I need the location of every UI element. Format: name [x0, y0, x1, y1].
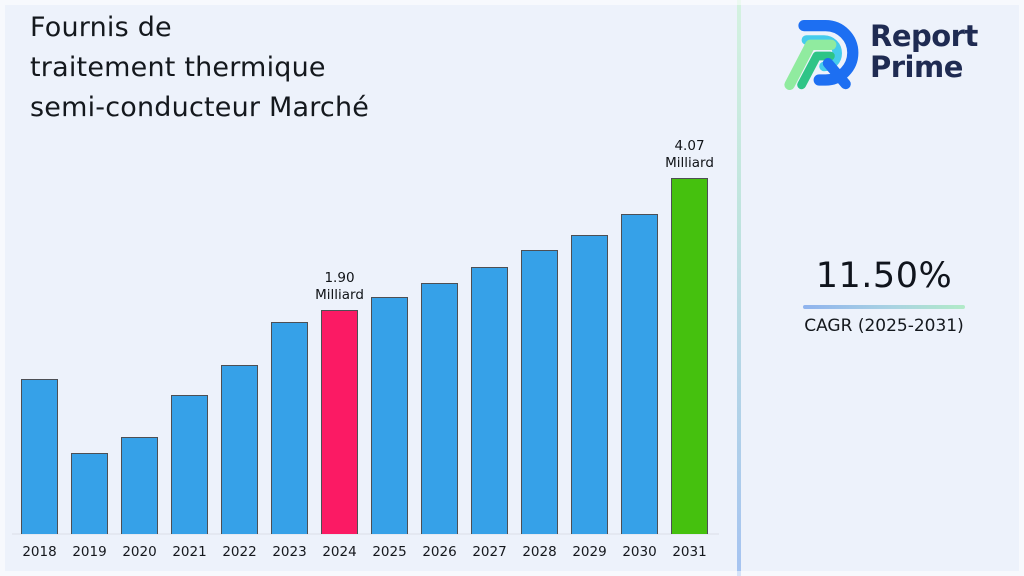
brand-name-line-1: Report — [870, 19, 978, 53]
bar-chart: 2018 2019 2020 2021 2022 2023 2024 2025 2026 2027… — [12, 138, 719, 560]
cagr-underline — [803, 305, 965, 309]
bar-2025 — [371, 297, 408, 534]
brand-logo: Report Prime — [778, 10, 1008, 94]
bar-2020 — [121, 437, 158, 534]
x-tick-2019: 2019 — [72, 544, 107, 560]
bar-2024 — [321, 310, 358, 534]
title-line-2: traitement thermique — [30, 52, 326, 83]
bar-2023 — [271, 322, 308, 534]
page-title: Fournis de traitement thermique semi-con… — [30, 8, 369, 128]
brand-name: Report Prime — [870, 21, 978, 83]
title-line-3: semi-conducteur Marché — [30, 92, 370, 123]
report-prime-logo-icon — [784, 20, 859, 90]
bar-2028 — [521, 250, 558, 534]
bar-2022 — [221, 365, 258, 534]
bar-value-label-2024: 1.90 Milliard — [315, 270, 364, 303]
x-tick-2025: 2025 — [372, 544, 407, 560]
x-tick-2024: 2024 — [322, 544, 357, 560]
x-axis-line — [12, 533, 719, 535]
x-tick-2023: 2023 — [272, 544, 307, 560]
bar-2030 — [621, 214, 658, 534]
bar-2029 — [571, 235, 608, 534]
x-tick-2031: 2031 — [672, 544, 707, 560]
cagr-label: CAGR (2025-2031) — [804, 316, 964, 336]
x-tick-2018: 2018 — [22, 544, 57, 560]
bar-2031 — [671, 178, 708, 534]
bar-2019 — [71, 453, 108, 534]
x-tick-2020: 2020 — [122, 544, 157, 560]
bar-2026 — [421, 283, 458, 534]
x-tick-2030: 2030 — [622, 544, 657, 560]
cagr-block: 11.50% CAGR (2025-2031) — [772, 256, 996, 336]
brand-name-line-2: Prime — [870, 50, 963, 84]
x-tick-2029: 2029 — [572, 544, 607, 560]
x-tick-2021: 2021 — [172, 544, 207, 560]
title-line-1: Fournis de — [30, 12, 172, 43]
bar-2027 — [471, 267, 508, 534]
bar-2021 — [171, 395, 208, 534]
x-tick-2028: 2028 — [522, 544, 557, 560]
cagr-value: 11.50% — [815, 256, 953, 296]
x-tick-2027: 2027 — [472, 544, 507, 560]
section-divider — [737, 0, 741, 576]
bar-2018 — [21, 379, 58, 534]
x-tick-2026: 2026 — [422, 544, 457, 560]
bar-value-label-2031: 4.07 Milliard — [665, 138, 714, 171]
x-tick-2022: 2022 — [222, 544, 257, 560]
